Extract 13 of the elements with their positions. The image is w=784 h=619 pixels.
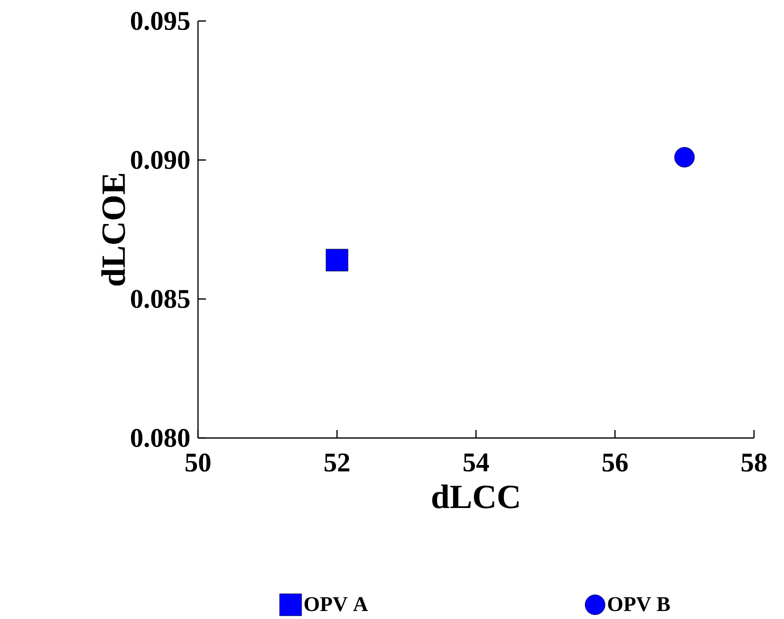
x-tick-label: 54 xyxy=(464,454,489,472)
legend-label: OPV B xyxy=(608,597,670,612)
x-tick-label: 52 xyxy=(324,454,350,472)
x-tick-label: 58 xyxy=(742,454,767,472)
y-axis-title: dLCOE xyxy=(101,174,126,286)
y-tick-label: 0.090 xyxy=(130,150,190,170)
y-tick-label: 0.080 xyxy=(130,428,190,448)
legend-label: OPV A xyxy=(304,597,368,612)
x-tick-label: 50 xyxy=(186,454,210,472)
x-tick-label: 56 xyxy=(602,454,628,472)
x-axis-title: dLCC xyxy=(432,484,519,508)
y-tick-label: 0.095 xyxy=(130,12,190,30)
y-tick-label: 0.085 xyxy=(130,290,190,308)
